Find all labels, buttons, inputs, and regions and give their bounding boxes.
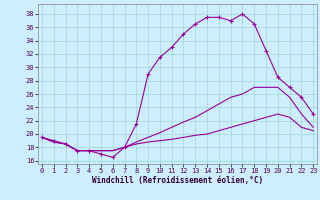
X-axis label: Windchill (Refroidissement éolien,°C): Windchill (Refroidissement éolien,°C) <box>92 176 263 185</box>
